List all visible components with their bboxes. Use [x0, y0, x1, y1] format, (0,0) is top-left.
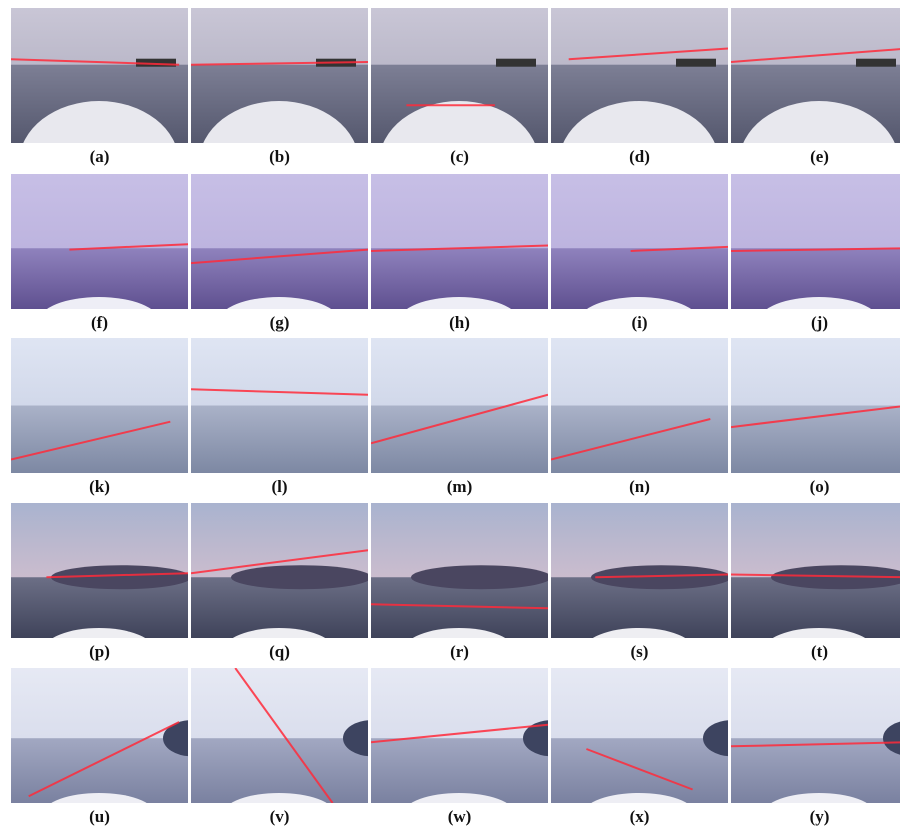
photo — [371, 338, 548, 473]
panel-label: (r) — [450, 642, 469, 661]
panel-label: (p) — [89, 642, 110, 661]
sea — [551, 406, 728, 474]
panel-label: (u) — [89, 807, 110, 826]
figure: (a) (b) (c) (d) (e) (f) (g) (h) (i) (j) (k) (l) (m) (… — [0, 0, 900, 832]
island — [411, 565, 551, 589]
ship — [676, 59, 716, 67]
panel-label: (l) — [271, 477, 287, 496]
panel-label: (v) — [270, 807, 290, 826]
panel-label: (t) — [811, 642, 828, 661]
photo — [551, 338, 728, 473]
sea — [191, 406, 368, 474]
panel-label: (e) — [810, 147, 829, 166]
panel-label: (c) — [450, 147, 469, 166]
panel-label: (h) — [449, 313, 470, 332]
panel-label: (m) — [447, 477, 472, 496]
panel-label: (w) — [448, 807, 472, 826]
panel-label: (k) — [89, 477, 110, 496]
panel-label: (s) — [631, 642, 649, 661]
photo — [11, 668, 219, 832]
sea — [731, 406, 900, 474]
panel-label: (q) — [269, 642, 290, 661]
panel-label: (f) — [91, 313, 108, 332]
ship — [496, 59, 536, 67]
panel-label: (b) — [269, 147, 290, 166]
panel-label: (y) — [810, 807, 830, 826]
island — [231, 565, 371, 589]
photo — [371, 668, 579, 832]
panel-label: (j) — [811, 313, 828, 332]
sea — [371, 406, 548, 474]
photo — [191, 668, 399, 832]
panel-label: (n) — [629, 477, 650, 496]
panel-label: (d) — [629, 147, 650, 166]
photo — [731, 338, 900, 473]
panel-label: (i) — [631, 313, 647, 332]
panel-label: (x) — [630, 807, 650, 826]
ship — [856, 59, 896, 67]
photo — [11, 338, 188, 473]
photo — [191, 338, 368, 473]
panel-label: (o) — [810, 477, 830, 496]
panel-label: (a) — [90, 147, 110, 166]
photo — [551, 668, 759, 832]
panel-label: (g) — [270, 313, 290, 332]
